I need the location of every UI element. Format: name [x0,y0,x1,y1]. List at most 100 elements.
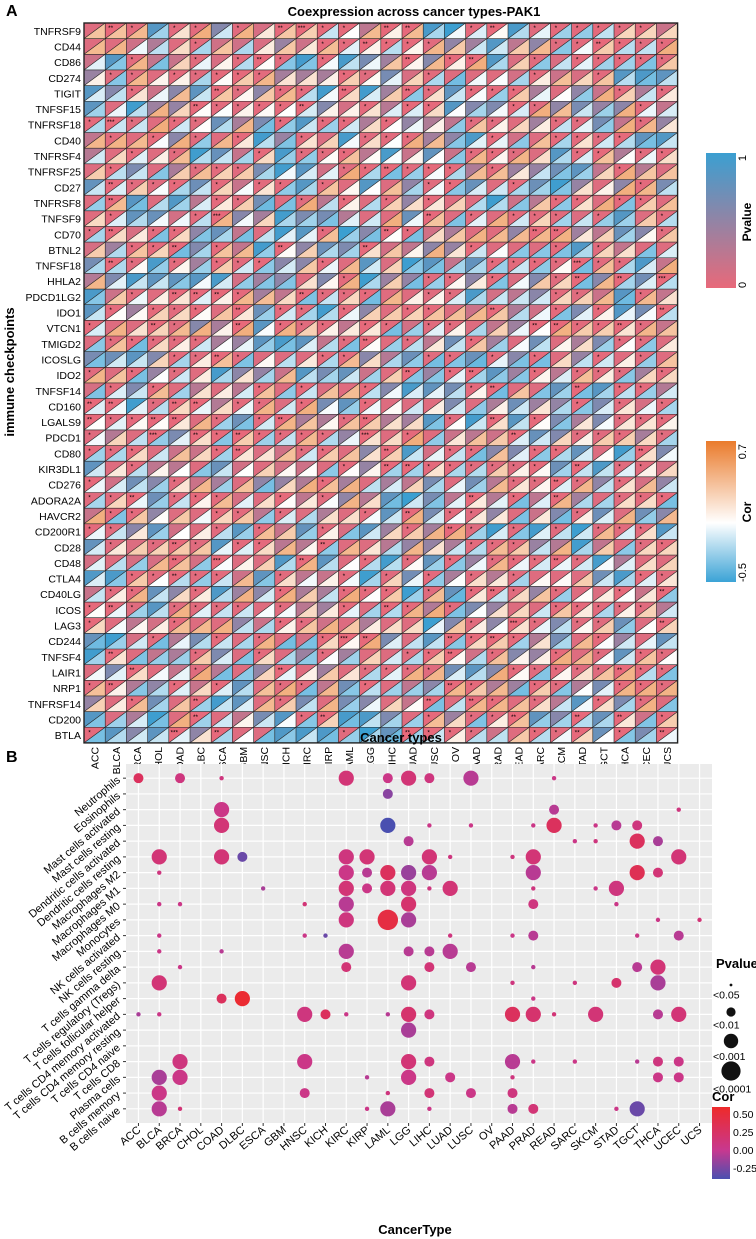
cell-diagonal [105,586,127,603]
significance-mark: * [152,401,155,408]
cell-diagonal [444,320,466,337]
cell-diagonal [295,226,318,243]
cell-diagonal [423,554,445,571]
cell-diagonal [444,554,466,571]
cell-diagonal [529,695,551,712]
cell-diagonal [635,664,657,681]
significance-mark: * [343,119,346,126]
significance-mark: * [343,72,346,79]
cell-diagonal [317,226,339,243]
cell-diagonal [211,711,233,728]
cell-diagonal [444,398,466,415]
significance-mark: * [576,291,579,298]
cell-diagonal [486,601,509,618]
cell-diagonal [613,38,636,55]
significance-mark: * [321,479,324,486]
cell-diagonal [295,664,318,681]
cor-cell [126,445,148,462]
y-tick-label: CD40LG [40,589,81,601]
cell-diagonal [656,351,678,368]
cell-diagonal [189,335,212,352]
cell-diagonal [571,85,593,102]
cell-diagonal [401,554,424,571]
bubble-point [359,849,375,865]
cell-diagonal [486,335,509,352]
significance-mark: * [533,683,536,690]
cell-diagonal [465,492,487,509]
cell-diagonal [550,476,572,493]
significance-mark: * [533,448,536,455]
size-legend-label: <0.01 [713,1020,740,1032]
significance-mark: ** [193,432,199,439]
significance-mark: * [470,714,473,721]
cell-diagonal [211,507,233,525]
cell-diagonal [211,226,233,243]
significance-mark: * [555,119,558,126]
significance-mark: * [406,229,409,236]
cell-diagonal [423,586,445,603]
cell-diagonal [147,194,169,212]
bubble-point [424,773,435,784]
cell-diagonal [105,539,127,556]
cell-diagonal [105,711,127,728]
cell-diagonal [295,523,318,540]
cell-diagonal [444,680,466,697]
significance-mark: * [194,573,197,580]
y-tick-label: BTNL2 [48,245,81,257]
cell-diagonal [274,288,297,305]
cell-diagonal [147,69,169,86]
cell-diagonal [571,554,593,571]
cell-diagonal [126,320,148,337]
significance-mark: ** [617,667,623,674]
cor-cell [126,69,148,86]
significance-mark: * [639,416,642,423]
cell-diagonal [253,398,275,415]
significance-mark: * [406,604,409,611]
bubble-point [401,975,417,991]
significance-mark: * [300,307,303,314]
bubble-point [234,991,250,1007]
cell-diagonal [507,38,530,55]
cell-diagonal [592,273,615,290]
significance-mark: * [364,401,367,408]
cell-diagonal [168,101,191,118]
cell-diagonal [338,116,360,133]
significance-mark: * [661,41,664,48]
cell-diagonal [338,445,360,462]
significance-mark: * [109,72,112,79]
cell-diagonal [211,429,233,446]
significance-mark: * [406,166,409,173]
cell-diagonal [380,85,403,102]
bubble-point [593,886,598,891]
bubble-point [219,775,224,781]
significance-mark: * [576,41,579,48]
significance-mark: * [109,213,112,220]
cell-diagonal [486,226,509,243]
cell-diagonal [486,664,509,681]
significance-mark: * [449,276,452,283]
significance-mark: * [258,526,261,533]
cell-diagonal [592,523,615,540]
cell-diagonal [105,554,127,571]
significance-mark: * [364,667,367,674]
cell-diagonal [253,304,275,321]
cell-diagonal [253,570,275,587]
cell-diagonal [359,617,381,634]
cell-diagonal [550,257,572,274]
significance-mark: * [555,197,558,204]
cell-diagonal [105,398,127,415]
cell-diagonal [571,633,593,650]
significance-mark: * [173,119,176,126]
cell-diagonal [507,304,530,321]
significance-mark: ** [172,291,178,298]
significance-mark: * [88,604,91,611]
cell-diagonal [253,523,275,540]
cell-diagonal [232,273,254,290]
cell-diagonal [592,539,615,556]
cell-diagonal [147,179,169,196]
bubble-point [468,823,474,828]
color-legend-title: Cor [712,1089,734,1104]
cell-diagonal [507,69,530,86]
cell-diagonal [168,727,191,744]
